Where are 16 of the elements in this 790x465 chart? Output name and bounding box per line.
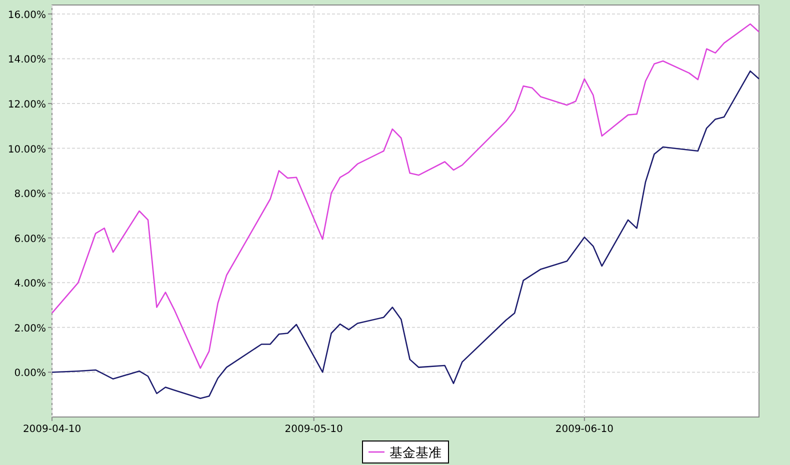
line-series (51, 23, 760, 369)
y-tick-label: 14.00% (8, 54, 46, 66)
y-tick-label: 4.00% (14, 278, 46, 290)
line-series (51, 70, 760, 400)
y-tick-label: 8.00% (14, 189, 46, 200)
x-tick-label: 2009-05-10 (284, 424, 343, 435)
x-tick-label: 2009-06-10 (555, 424, 614, 435)
y-tick-label: 16.00% (8, 10, 46, 21)
legend-label: 基金基准 (390, 446, 442, 461)
y-tick-label: 12.00% (8, 100, 46, 111)
legend: 基金基准 (362, 440, 449, 464)
x-tick-label: 2009-04-10 (22, 424, 82, 435)
y-tick-label: 10.00% (8, 144, 46, 156)
y-tick-label: 0.00% (14, 368, 46, 380)
y-tick-label: 6.00% (14, 234, 46, 245)
y-tick-label: 2.00% (14, 323, 46, 334)
